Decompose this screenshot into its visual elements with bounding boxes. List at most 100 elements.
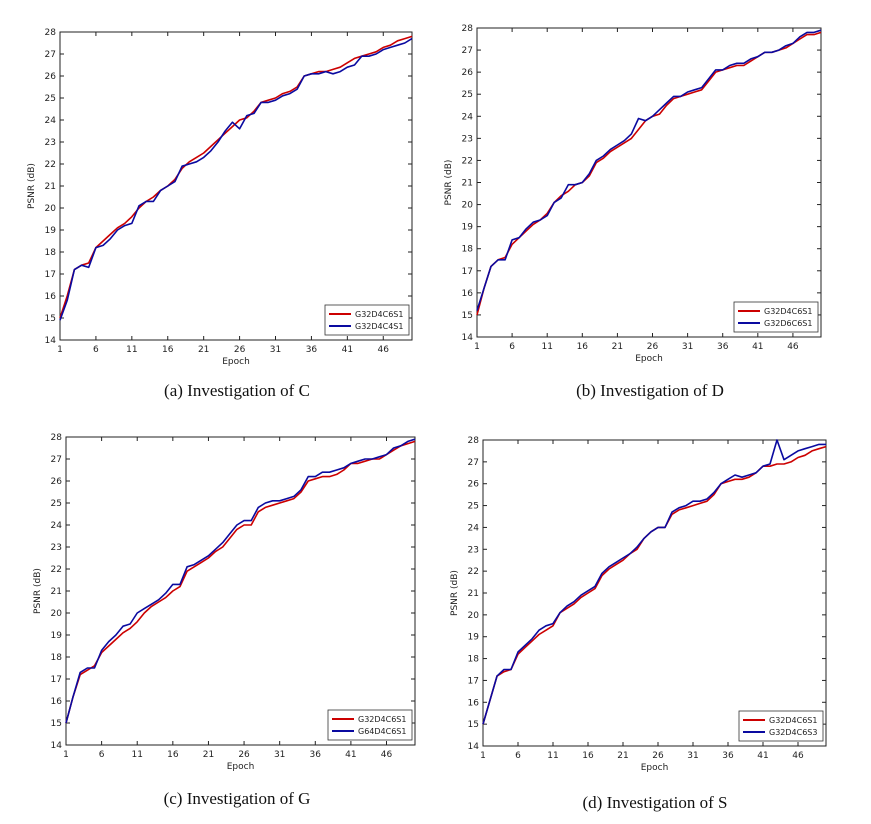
caption-s: (d) Investigation of S: [582, 793, 728, 812]
y-tick-label: 14: [45, 336, 57, 346]
legend-label: G32D4C6S1: [358, 715, 406, 724]
legend-box: [327, 709, 413, 741]
x-tick-label: 11: [126, 345, 137, 355]
legend-label: G64D4C6S1: [358, 727, 406, 736]
y-tick-label: 21: [45, 182, 56, 192]
chart-panel-s: 14 15 16 17 18 19 20 21 22 23 24 25 26 27 28 1 6 11 16 21 26…: [435, 412, 871, 824]
x-tick-label: 1: [474, 342, 480, 352]
y-tick-label: 16: [51, 697, 63, 707]
y-tick-label: 24: [462, 112, 474, 122]
y-tick-label: 25: [468, 502, 479, 512]
y-tick-label: 15: [51, 719, 62, 729]
plot-frame: [65, 436, 416, 746]
series-line-G32D6C6S1: [476, 29, 822, 311]
x-tick-label: 1: [63, 750, 69, 760]
y-tick-label: 27: [45, 50, 56, 60]
y-tick-label: 17: [45, 270, 56, 280]
y-tick-label: 19: [462, 223, 474, 233]
x-tick-label: 6: [515, 751, 521, 761]
x-tick-label: 21: [612, 342, 623, 352]
x-tick-label: 31: [687, 751, 698, 761]
caption-d: (b) Investigation of D: [576, 381, 724, 400]
x-tick-label: 21: [203, 750, 214, 760]
legend-label: G32D4C6S1: [355, 310, 403, 319]
legend-label: G32D4C4S1: [355, 322, 403, 331]
caption-c: (a) Investigation of C: [164, 381, 310, 400]
x-tick-label: 31: [682, 342, 693, 352]
y-tick-label: 17: [51, 675, 62, 685]
y-axis-label: PSNR (dB): [33, 568, 43, 614]
legend-box: [733, 301, 819, 333]
y-tick-label: 18: [468, 655, 480, 665]
y-tick-label: 20: [51, 609, 63, 619]
y-tick-label: 26: [462, 68, 474, 78]
y-tick-label: 26: [51, 477, 63, 487]
chart-panel-c: 14 15 16 17 18 19 20 21 22 23 24 25 26 27 28 1 6 11 16 21 26…: [0, 0, 435, 412]
y-tick-label: 16: [45, 292, 57, 302]
y-tick-label: 25: [51, 499, 62, 509]
y-tick-label: 14: [51, 741, 63, 751]
x-tick-label: 16: [162, 345, 174, 355]
y-tick-label: 27: [462, 46, 473, 56]
y-tick-label: 23: [468, 545, 479, 555]
y-tick-label: 26: [45, 72, 57, 82]
x-tick-label: 11: [131, 750, 142, 760]
plot-frame: [476, 27, 822, 338]
y-tick-label: 17: [462, 267, 473, 277]
y-tick-label: 22: [468, 567, 479, 577]
x-tick-label: 16: [167, 750, 179, 760]
y-tick-label: 24: [45, 116, 57, 126]
y-tick-label: 19: [45, 226, 57, 236]
x-tick-label: 6: [99, 750, 105, 760]
x-tick-label: 21: [617, 751, 628, 761]
x-tick-label: 36: [722, 751, 734, 761]
y-axis-label: PSNR (dB): [444, 160, 454, 206]
series-line-G32D4C6S1: [59, 35, 413, 319]
y-tick-label: 15: [462, 311, 473, 321]
x-tick-label: 41: [345, 750, 356, 760]
y-tick-label: 28: [45, 28, 57, 38]
y-axis-label: PSNR (dB): [450, 570, 460, 616]
x-tick-label: 1: [480, 751, 486, 761]
x-tick-label: 26: [238, 750, 250, 760]
y-tick-label: 28: [462, 24, 474, 34]
y-tick-label: 28: [468, 436, 480, 446]
y-tick-label: 21: [468, 589, 479, 599]
x-tick-label: 6: [509, 342, 515, 352]
x-tick-label: 46: [381, 750, 393, 760]
y-tick-label: 16: [462, 289, 474, 299]
y-tick-label: 23: [45, 138, 56, 148]
x-tick-label: 16: [577, 342, 589, 352]
x-tick-label: 36: [310, 750, 322, 760]
x-tick-label: 6: [93, 345, 99, 355]
x-tick-label: 36: [717, 342, 729, 352]
x-tick-label: 31: [274, 750, 285, 760]
x-tick-label: 21: [198, 345, 209, 355]
x-tick-label: 31: [270, 345, 281, 355]
y-tick-label: 23: [51, 543, 62, 553]
legend-label: G32D4C6S1: [764, 307, 812, 316]
y-tick-label: 15: [468, 720, 479, 730]
y-tick-label: 18: [51, 653, 63, 663]
series-line-G32D4C6S3: [482, 439, 826, 725]
chart-panel-g: 14 15 16 17 18 19 20 21 22 23 24 25 26 27 28 1 6 11 16 21 26…: [0, 412, 435, 824]
y-tick-label: 24: [51, 521, 63, 531]
x-tick-label: 1: [57, 345, 63, 355]
y-tick-label: 21: [51, 587, 62, 597]
x-tick-label: 41: [757, 751, 768, 761]
x-tick-label: 36: [306, 345, 318, 355]
y-tick-label: 22: [51, 565, 62, 575]
x-tick-label: 26: [647, 342, 659, 352]
x-tick-label: 26: [234, 345, 246, 355]
y-tick-label: 24: [468, 523, 480, 533]
y-tick-label: 27: [468, 458, 479, 468]
y-tick-label: 16: [468, 698, 480, 708]
chart-panel-d: 14 15 16 17 18 19 20 21 22 23 24 25 26 27 28 1 6 11 16 21 26…: [435, 0, 871, 412]
plot-frame: [482, 439, 827, 747]
x-tick-label: 26: [652, 751, 664, 761]
y-tick-label: 22: [45, 160, 56, 170]
y-tick-label: 28: [51, 433, 63, 443]
x-tick-label: 46: [378, 345, 390, 355]
